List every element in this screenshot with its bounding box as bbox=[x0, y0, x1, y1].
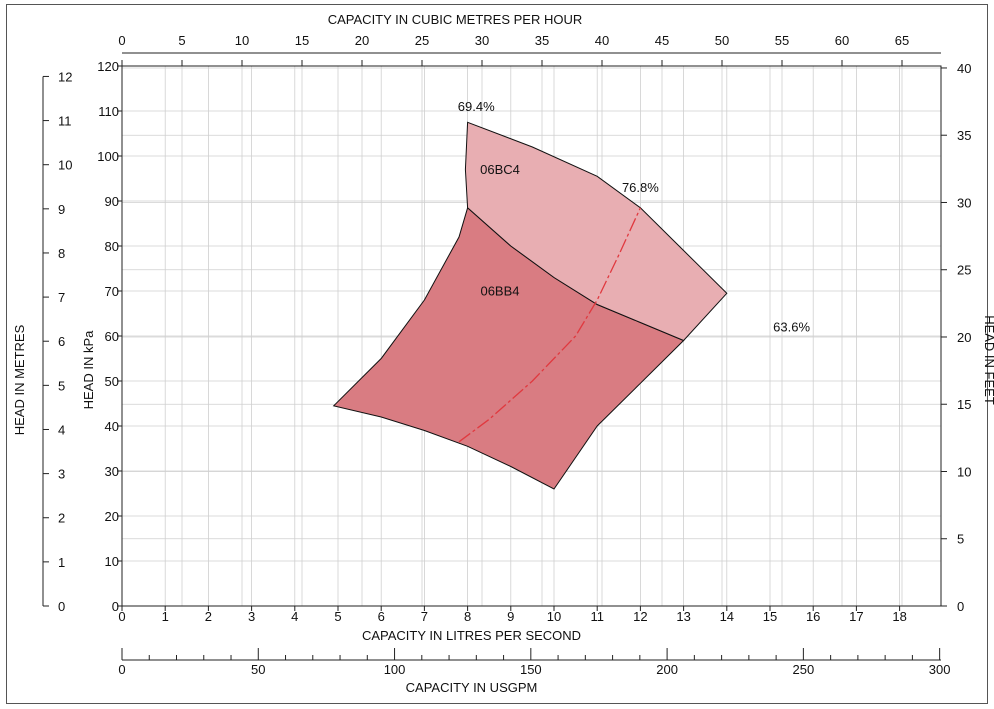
usgpm-tick-label: 250 bbox=[793, 662, 815, 677]
top-tick-label: 20 bbox=[355, 33, 369, 48]
metres-tick-label: 10 bbox=[58, 158, 72, 173]
usgpm-axis-title: CAPACITY IN USGPM bbox=[406, 680, 538, 695]
efficiency-curve bbox=[458, 207, 641, 443]
metres-tick-label: 6 bbox=[58, 334, 65, 349]
bottom-tick-label: 3 bbox=[248, 609, 255, 624]
metres-tick-label: 8 bbox=[58, 246, 65, 261]
bottom-tick-label: 9 bbox=[507, 609, 514, 624]
bottom-tick-label: 13 bbox=[676, 609, 690, 624]
efficiency-annotation: 69.4% bbox=[458, 99, 495, 114]
top-tick-label: 30 bbox=[475, 33, 489, 48]
usgpm-tick-label: 0 bbox=[118, 662, 125, 677]
feet-tick-label: 0 bbox=[957, 599, 964, 614]
bottom-tick-label: 2 bbox=[205, 609, 212, 624]
kpa-tick-label: 110 bbox=[98, 104, 119, 119]
top-tick-label: 35 bbox=[535, 33, 549, 48]
top-tick-label: 40 bbox=[595, 33, 609, 48]
metres-tick-label: 1 bbox=[58, 555, 65, 570]
top-axis-title: CAPACITY IN CUBIC METRES PER HOUR bbox=[328, 12, 583, 27]
metres-tick-label: 12 bbox=[58, 69, 72, 84]
feet-tick-label: 30 bbox=[957, 195, 971, 210]
metres-tick-label: 3 bbox=[58, 467, 65, 482]
bottom-tick-label: 0 bbox=[118, 609, 125, 624]
top-tick-label: 45 bbox=[655, 33, 669, 48]
bottom-tick-label: 8 bbox=[464, 609, 471, 624]
metres-tick-label: 0 bbox=[58, 599, 65, 614]
usgpm-tick-label: 200 bbox=[656, 662, 678, 677]
kpa-tick-label: 10 bbox=[105, 554, 119, 569]
metres-tick-label: 7 bbox=[58, 290, 65, 305]
feet-tick-label: 15 bbox=[957, 397, 971, 412]
bottom-tick-label: 5 bbox=[334, 609, 341, 624]
kpa-axis-title: HEAD IN kPa bbox=[81, 330, 96, 410]
kpa-tick-label: 80 bbox=[105, 239, 119, 254]
usgpm-tick-label: 300 bbox=[929, 662, 951, 677]
bottom-tick-label: 15 bbox=[763, 609, 777, 624]
bottom-tick-label: 4 bbox=[291, 609, 298, 624]
usgpm-tick-label: 100 bbox=[384, 662, 406, 677]
bottom-tick-label: 6 bbox=[378, 609, 385, 624]
metres-tick-label: 2 bbox=[58, 511, 65, 526]
chart-labels: 69.4% 76.8% 63.6% 06BC4 06BB4 bbox=[458, 99, 811, 335]
bottom-tick-label: 7 bbox=[421, 609, 428, 624]
kpa-tick-label: 90 bbox=[105, 194, 119, 209]
kpa-tick-label: 40 bbox=[105, 419, 119, 434]
top-tick-label: 50 bbox=[715, 33, 729, 48]
metres-tick-label: 11 bbox=[58, 114, 72, 129]
efficiency-annotation: 76.8% bbox=[622, 180, 659, 195]
metres-tick-label: 4 bbox=[58, 422, 65, 437]
region-06bc4 bbox=[464, 121, 728, 342]
bottom-tick-label: 11 bbox=[590, 609, 604, 624]
region-label-06bc4: 06BC4 bbox=[480, 162, 520, 177]
metres-tick-label: 9 bbox=[58, 202, 65, 217]
feet-tick-label: 35 bbox=[957, 128, 971, 143]
top-tick-label: 60 bbox=[835, 33, 849, 48]
bottom-tick-label: 10 bbox=[547, 609, 561, 624]
kpa-tick-label: 60 bbox=[105, 329, 119, 344]
bottom-tick-label: 12 bbox=[633, 609, 647, 624]
kpa-tick-label: 20 bbox=[105, 509, 119, 524]
top-tick-label: 55 bbox=[775, 33, 789, 48]
feet-tick-label: 5 bbox=[957, 532, 964, 547]
top-tick-label: 0 bbox=[118, 33, 125, 48]
top-tick-label: 65 bbox=[895, 33, 909, 48]
bottom-tick-label: 14 bbox=[720, 609, 734, 624]
kpa-tick-label: 0 bbox=[112, 599, 119, 614]
kpa-tick-label: 70 bbox=[105, 284, 119, 299]
top-tick-label: 5 bbox=[178, 33, 185, 48]
bottom-tick-label: 18 bbox=[892, 609, 906, 624]
bottom-axis-title: CAPACITY IN LITRES PER SECOND bbox=[362, 628, 581, 643]
feet-axis-title: HEAD IN FEET bbox=[982, 315, 994, 405]
feet-tick-label: 40 bbox=[957, 61, 971, 76]
feet-tick-label: 25 bbox=[957, 263, 971, 278]
metres-tick-label: 5 bbox=[58, 378, 65, 393]
bottom-tick-label: 1 bbox=[162, 609, 169, 624]
efficiency-annotation: 63.6% bbox=[773, 320, 810, 335]
top-tick-label: 10 bbox=[235, 33, 249, 48]
kpa-tick-label: 100 bbox=[97, 149, 119, 164]
usgpm-tick-label: 150 bbox=[520, 662, 542, 677]
chart-frame bbox=[6, 4, 988, 704]
bottom-tick-label: 17 bbox=[849, 609, 863, 624]
regions bbox=[332, 121, 728, 490]
metres-axis-title: HEAD IN METRES bbox=[12, 324, 27, 435]
usgpm-tick-label: 50 bbox=[251, 662, 265, 677]
region-label-06bb4: 06BB4 bbox=[480, 284, 519, 299]
efficiency-curve-group bbox=[458, 207, 641, 443]
kpa-tick-label: 120 bbox=[97, 59, 119, 74]
kpa-tick-label: 50 bbox=[105, 374, 119, 389]
kpa-tick-label: 30 bbox=[105, 464, 119, 479]
top-tick-label: 15 bbox=[295, 33, 309, 48]
top-tick-label: 25 bbox=[415, 33, 429, 48]
feet-tick-label: 20 bbox=[957, 330, 971, 345]
feet-tick-label: 10 bbox=[957, 464, 971, 479]
bottom-tick-label: 16 bbox=[806, 609, 820, 624]
